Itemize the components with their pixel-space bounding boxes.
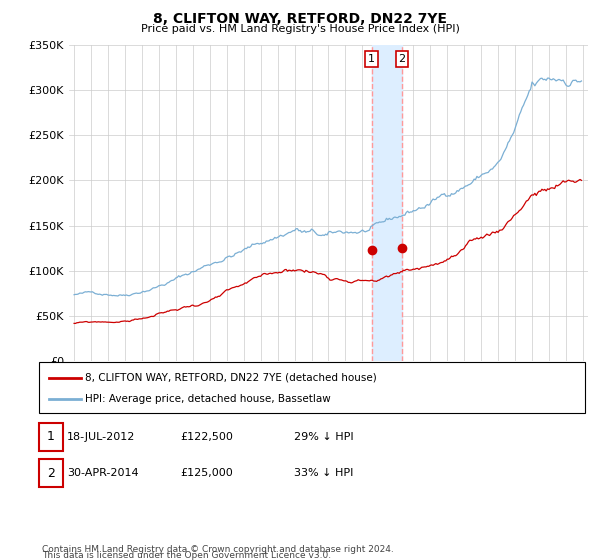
Text: 18-JUL-2012: 18-JUL-2012: [67, 432, 136, 442]
Bar: [371, 45, 402, 361]
Text: Price paid vs. HM Land Registry's House Price Index (HPI): Price paid vs. HM Land Registry's House …: [140, 24, 460, 34]
Text: 8, CLIFTON WAY, RETFORD, DN22 7YE (detached house): 8, CLIFTON WAY, RETFORD, DN22 7YE (detac…: [85, 372, 377, 382]
Text: HPI: Average price, detached house, Bassetlaw: HPI: Average price, detached house, Bass…: [85, 394, 331, 404]
Text: 8, CLIFTON WAY, RETFORD, DN22 7YE: 8, CLIFTON WAY, RETFORD, DN22 7YE: [153, 12, 447, 26]
Text: 2: 2: [47, 466, 55, 480]
Text: 33% ↓ HPI: 33% ↓ HPI: [294, 468, 353, 478]
Text: 1: 1: [368, 54, 375, 64]
Text: Contains HM Land Registry data © Crown copyright and database right 2024.: Contains HM Land Registry data © Crown c…: [42, 545, 394, 554]
Text: £125,000: £125,000: [180, 468, 233, 478]
Text: £122,500: £122,500: [180, 432, 233, 442]
Text: 29% ↓ HPI: 29% ↓ HPI: [294, 432, 353, 442]
Text: This data is licensed under the Open Government Licence v3.0.: This data is licensed under the Open Gov…: [42, 551, 331, 560]
Text: 30-APR-2014: 30-APR-2014: [67, 468, 139, 478]
Text: 2: 2: [398, 54, 406, 64]
Text: 1: 1: [47, 430, 55, 444]
